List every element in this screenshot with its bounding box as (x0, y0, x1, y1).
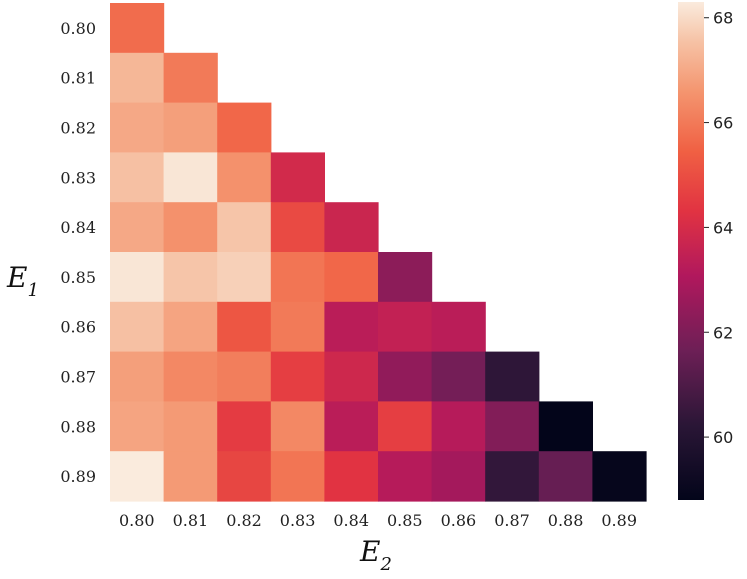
heatmap-cell-0.84-0.84 (324, 202, 379, 253)
y-axis-label: E1 (6, 261, 39, 301)
heatmap-cell-0.84-0.81 (163, 202, 218, 253)
y-tick-label: 0.80 (60, 19, 96, 38)
heatmap-cell-0.85-0.83 (270, 252, 325, 303)
colorbar-tick-label: 68 (713, 9, 733, 28)
y-tick-label: 0.82 (60, 119, 96, 138)
heatmap-cell-0.87-0.85 (378, 351, 433, 402)
heatmap-cell-0.81-0.80 (110, 52, 165, 104)
heatmap-cell-0.88-0.86 (431, 401, 486, 452)
heatmap-cell-0.89-0.88 (538, 451, 593, 502)
heatmap-cell-0.89-0.81 (163, 451, 218, 502)
heatmap-cell-0.80-0.80 (110, 3, 165, 54)
heatmap-cell-0.84-0.82 (217, 202, 272, 253)
heatmap-cell-0.87-0.87 (485, 351, 540, 402)
heatmap-cell-0.86-0.84 (324, 301, 379, 353)
colorbar-tick-label: 62 (713, 323, 733, 342)
heatmap-cell-0.86-0.85 (378, 301, 433, 353)
heatmap-cell-0.88-0.81 (163, 401, 218, 452)
x-tick-label: 0.84 (333, 511, 369, 530)
heatmap-cell-0.88-0.80 (110, 401, 165, 452)
colorbar-tick-label: 66 (713, 114, 733, 133)
x-tick-label: 0.82 (226, 511, 262, 530)
y-tick-label: 0.87 (60, 368, 96, 387)
x-tick-label: 0.86 (441, 511, 477, 530)
y-tick-label: 0.89 (60, 467, 96, 486)
heatmap-cell-0.85-0.80 (110, 252, 165, 303)
heatmap-cell-0.86-0.86 (431, 301, 486, 353)
heatmap-cell-0.83-0.81 (163, 152, 218, 203)
heatmap-cell-0.83-0.83 (270, 152, 325, 203)
x-axis-label: E2 (359, 535, 392, 575)
heatmap-cell-0.88-0.87 (485, 401, 540, 452)
heatmap-cell-0.89-0.89 (592, 451, 647, 502)
y-tick-label: 0.83 (60, 168, 96, 187)
x-tick-label: 0.85 (387, 511, 423, 530)
colorbar (678, 2, 704, 500)
heatmap-cell-0.88-0.82 (217, 401, 272, 452)
y-tick-labels: 0.80 0.81 0.82 0.83 0.84 0.85 0.86 0.87 0.88 0.89 (60, 19, 96, 486)
x-tick-label: 0.87 (494, 511, 530, 530)
heatmap-cell-0.89-0.84 (324, 451, 379, 502)
heatmap-cell-0.89-0.87 (485, 451, 540, 502)
colorbar-tick-label: 64 (713, 218, 733, 237)
heatmap-cell-0.83-0.80 (110, 152, 165, 203)
heatmap-cell-0.88-0.85 (378, 401, 433, 452)
heatmap-cell-0.87-0.86 (431, 351, 486, 402)
colorbar-ticks: 60 62 64 66 68 (704, 9, 733, 447)
heatmap-cell-0.85-0.84 (324, 252, 379, 303)
heatmap-cell-0.85-0.85 (378, 252, 433, 303)
heatmap-cell-0.89-0.85 (378, 451, 433, 502)
heatmap-cell-0.88-0.88 (538, 401, 593, 452)
heatmap-cell-0.82-0.82 (217, 102, 272, 153)
heatmap-cell-0.84-0.80 (110, 202, 165, 253)
x-tick-labels: 0.80 0.81 0.82 0.83 0.84 0.85 0.86 0.87 0.88 0.89 (119, 511, 637, 530)
heatmap-cell-0.86-0.82 (217, 301, 272, 353)
heatmap-cell-0.86-0.83 (270, 301, 325, 353)
heatmap-cell-0.87-0.83 (270, 351, 325, 402)
heatmap-cells (110, 3, 647, 502)
x-tick-label: 0.80 (119, 511, 155, 530)
heatmap-cell-0.89-0.86 (431, 451, 486, 502)
heatmap-cell-0.87-0.81 (163, 351, 218, 402)
heatmap-cell-0.87-0.80 (110, 351, 165, 402)
y-tick-label: 0.81 (60, 69, 96, 88)
heatmap-cell-0.82-0.81 (163, 102, 218, 153)
heatmap-cell-0.81-0.81 (163, 52, 218, 104)
heatmap-cell-0.85-0.82 (217, 252, 272, 303)
x-tick-label: 0.89 (601, 511, 637, 530)
heatmap-cell-0.89-0.82 (217, 451, 272, 502)
heatmap-cell-0.88-0.83 (270, 401, 325, 452)
heatmap-cell-0.84-0.83 (270, 202, 325, 253)
x-tick-label: 0.88 (548, 511, 584, 530)
heatmap-cell-0.82-0.80 (110, 102, 165, 153)
y-tick-label: 0.88 (60, 417, 96, 436)
y-tick-label: 0.86 (60, 318, 96, 337)
y-tick-label: 0.85 (60, 268, 96, 287)
colorbar-tick-label: 60 (713, 428, 733, 447)
heatmap-cell-0.89-0.83 (270, 451, 325, 502)
x-tick-label: 0.81 (173, 511, 209, 530)
heatmap-cell-0.87-0.84 (324, 351, 379, 402)
heatmap-cell-0.88-0.84 (324, 401, 379, 452)
heatmap-cell-0.85-0.81 (163, 252, 218, 303)
heatmap-cell-0.86-0.81 (163, 301, 218, 353)
heatmap-cell-0.83-0.82 (217, 152, 272, 203)
heatmap-cell-0.86-0.80 (110, 301, 165, 353)
heatmap-cell-0.89-0.80 (110, 451, 165, 502)
x-tick-label: 0.83 (280, 511, 316, 530)
y-tick-label: 0.84 (60, 218, 96, 237)
heatmap-cell-0.87-0.82 (217, 351, 272, 402)
